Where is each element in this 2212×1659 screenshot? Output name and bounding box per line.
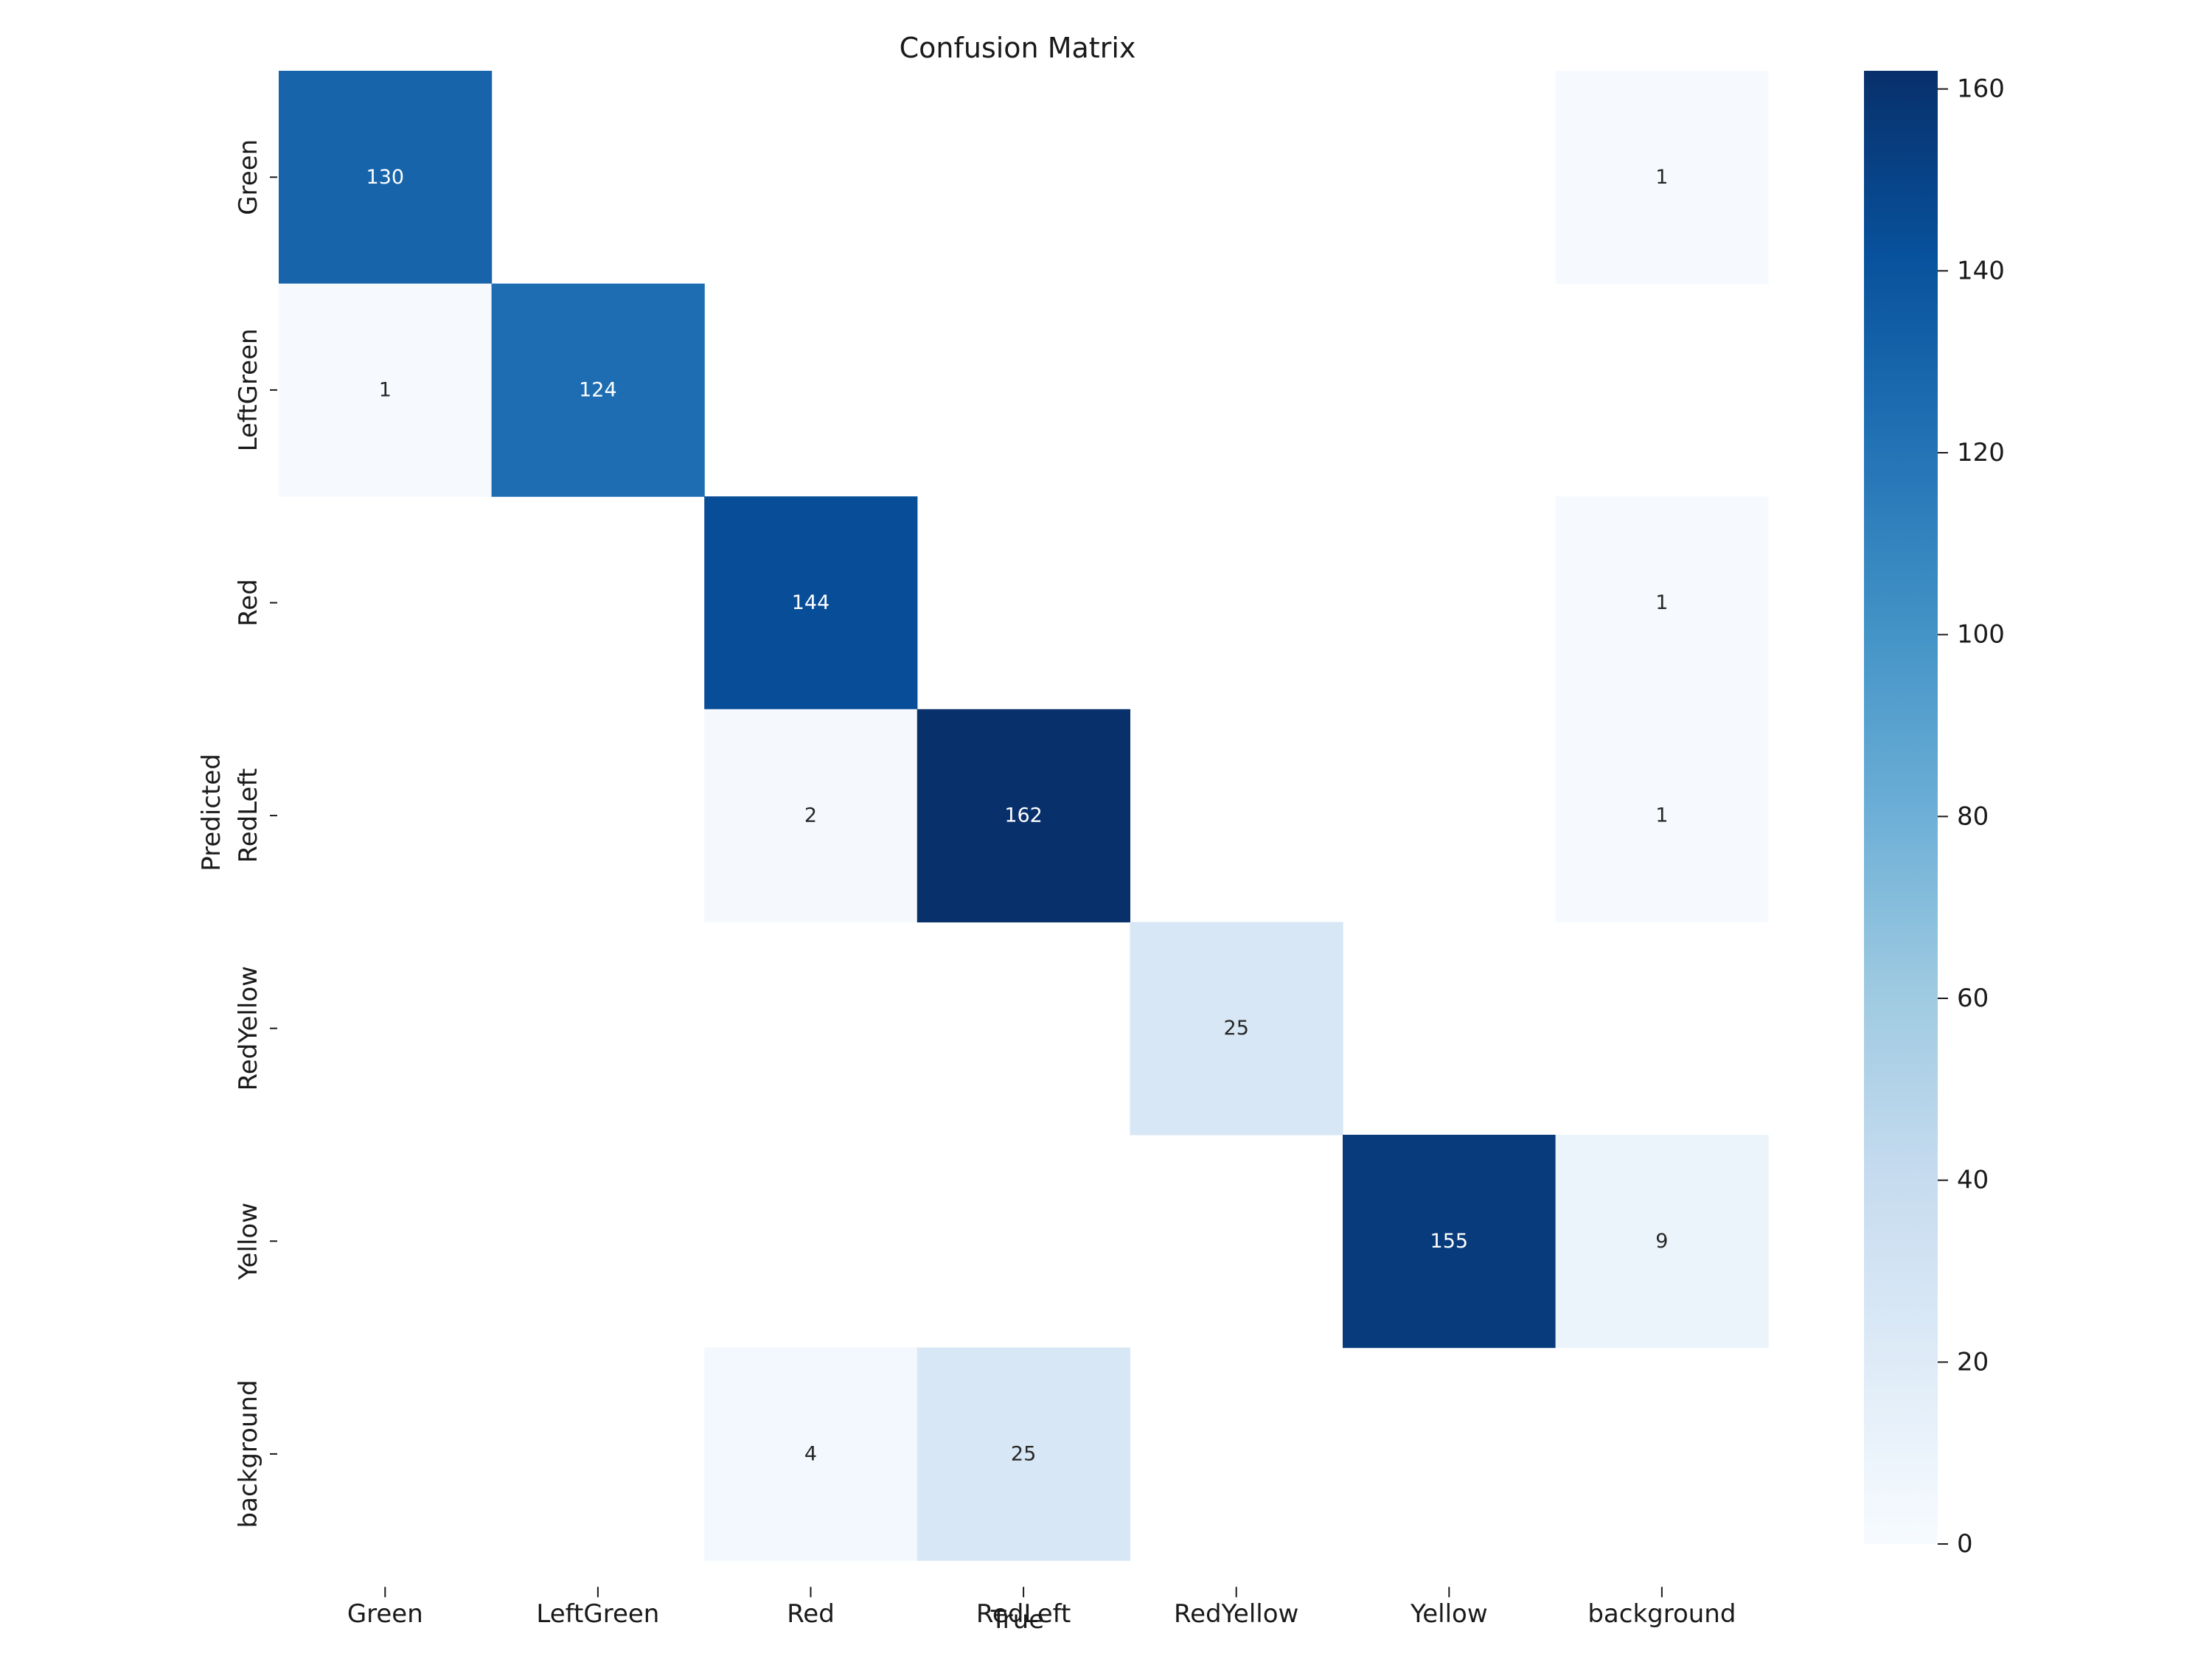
chart-title: Confusion Matrix bbox=[900, 32, 1136, 64]
heatmap-cell bbox=[1555, 496, 1769, 710]
colorbar-tick-label: 60 bbox=[1957, 984, 1989, 1013]
cell-value-label: 130 bbox=[366, 166, 405, 189]
colorbar-tick-label: 20 bbox=[1957, 1347, 1989, 1377]
cell-value-label: 2 bbox=[804, 804, 817, 827]
heatmap-cells: 130 1 1 124 144 1 2 162 1 25 155 9 4 25 bbox=[279, 71, 1769, 1561]
y-tick-label: LeftGreen bbox=[234, 328, 263, 451]
colorbar-tick-label: 100 bbox=[1957, 620, 2005, 650]
cell-value-label: 1 bbox=[379, 378, 392, 401]
heatmap-cell bbox=[491, 283, 705, 497]
colorbar-tick-label: 160 bbox=[1957, 74, 2005, 104]
heatmap-cell bbox=[1343, 1135, 1557, 1349]
colorbar bbox=[1864, 71, 1938, 1544]
x-axis-label: True bbox=[990, 1605, 1044, 1635]
heatmap-cell bbox=[704, 1347, 918, 1561]
colorbar-tick-label: 0 bbox=[1957, 1529, 1973, 1559]
heatmap-cell bbox=[279, 71, 493, 285]
x-tick-label: Yellow bbox=[1410, 1599, 1488, 1629]
cell-value-label: 25 bbox=[1224, 1017, 1249, 1040]
heatmap-cell bbox=[1555, 71, 1769, 285]
colorbar-tick-label: 120 bbox=[1957, 438, 2005, 467]
heatmap-cell bbox=[1555, 1135, 1769, 1349]
cell-value-label: 1 bbox=[1655, 804, 1668, 827]
colorbar-tick-label: 140 bbox=[1957, 256, 2005, 285]
cell-value-label: 25 bbox=[1011, 1442, 1036, 1465]
x-axis-ticks: Green LeftGreen Red RedLeft RedYellow Yellow b… bbox=[347, 1587, 1736, 1629]
colorbar-ticks: 0 20 40 60 80 100 120 140 160 bbox=[1938, 74, 2005, 1559]
x-tick-label: Green bbox=[347, 1599, 423, 1629]
cell-value-label: 155 bbox=[1430, 1230, 1469, 1253]
cell-value-label: 4 bbox=[804, 1442, 817, 1465]
x-tick-label: RedLeft bbox=[976, 1599, 1071, 1629]
cell-value-label: 9 bbox=[1655, 1230, 1668, 1253]
heatmap-cell bbox=[1130, 922, 1343, 1135]
heatmap-cell bbox=[917, 1347, 1130, 1561]
x-tick-label: LeftGreen bbox=[536, 1599, 659, 1629]
y-tick-label: RedLeft bbox=[234, 768, 263, 863]
cell-value-label: 162 bbox=[1004, 804, 1043, 827]
colorbar-tick-label: 40 bbox=[1957, 1166, 1989, 1195]
cell-value-label: 1 bbox=[1655, 591, 1668, 614]
y-axis-ticks: Green LeftGreen Red RedLeft RedYellow Yellow b… bbox=[234, 139, 277, 1528]
x-tick-label: background bbox=[1587, 1599, 1736, 1629]
heatmap-cell bbox=[1555, 709, 1769, 922]
cell-value-label: 144 bbox=[792, 591, 830, 614]
y-axis-label: Predicted bbox=[197, 754, 226, 872]
y-tick-label: RedYellow bbox=[234, 966, 263, 1091]
heatmap-cell bbox=[917, 709, 1130, 922]
heatmap-cell bbox=[279, 283, 493, 497]
y-tick-label: Red bbox=[234, 579, 263, 627]
heatmap-cell bbox=[704, 496, 918, 710]
heatmap-cell bbox=[704, 709, 918, 922]
y-tick-label: Yellow bbox=[234, 1203, 263, 1281]
x-tick-label: Red bbox=[787, 1599, 835, 1629]
cell-value-label: 124 bbox=[579, 378, 617, 401]
cell-value-label: 1 bbox=[1655, 166, 1668, 189]
y-tick-label: background bbox=[234, 1380, 263, 1528]
x-tick-label: RedYellow bbox=[1174, 1599, 1298, 1629]
y-tick-label: Green bbox=[234, 139, 263, 215]
colorbar-tick-label: 80 bbox=[1957, 801, 1989, 831]
